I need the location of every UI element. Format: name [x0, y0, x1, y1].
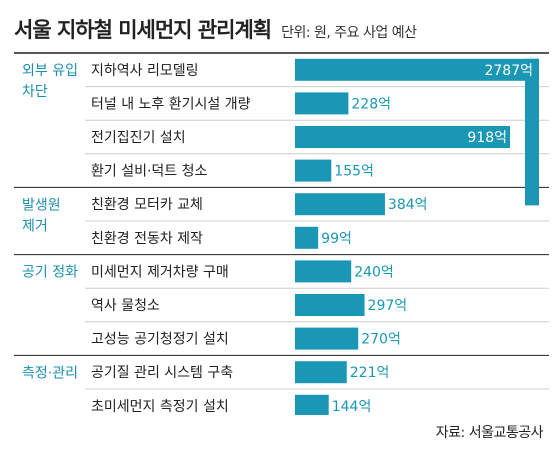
category-label: 공기질 관리 시스템 구축 [91, 365, 233, 381]
value-label: 221억 [350, 365, 390, 381]
category-label: 초미세먼지 측정기 설치 [91, 399, 229, 415]
category-label: 친환경 모터카 교체 [91, 197, 203, 213]
value-label: 384억 [388, 197, 428, 213]
bar [295, 361, 347, 384]
title-row: 서울 지하철 미세먼지 관리계획 단위: 원, 주요 사업 예산 [14, 14, 549, 50]
bar [295, 394, 329, 415]
value-label: 297억 [368, 298, 408, 314]
group-label: 외부 유입 [22, 63, 78, 79]
category-label: 친환경 전동차 제작 [91, 231, 203, 247]
category-label: 역사 물청소 [91, 298, 160, 314]
source-note: 자료: 서울교통공사 [435, 425, 544, 441]
value-label: 155억 [334, 164, 374, 180]
category-label: 환기 설비·덕트 청소 [91, 164, 208, 180]
bar [295, 193, 385, 216]
category-label: 고성능 공기청정기 설치 [91, 332, 229, 348]
group-label: 공기 정화 [22, 265, 78, 281]
group-label: 측정·관리 [22, 365, 78, 381]
category-label: 미세먼지 제거차량 구매 [91, 264, 229, 280]
value-label: 270억 [361, 332, 401, 348]
group-label: 제거 [22, 218, 48, 234]
value-label: 2787억 [484, 63, 533, 79]
value-label: 144억 [332, 399, 372, 415]
group-label: 발생원 [22, 197, 61, 213]
bar [295, 294, 365, 316]
bar [295, 126, 510, 148]
category-label: 지하역사 리모델링 [91, 63, 199, 79]
bar [295, 159, 332, 182]
group-label: 차단 [22, 84, 48, 100]
value-label: 240억 [354, 264, 394, 280]
value-label: 99억 [321, 231, 352, 247]
category-label: 전기집진기 설치 [91, 130, 186, 146]
bar [295, 260, 352, 283]
unit-note: 단위: 원, 주요 사업 예산 [281, 25, 417, 41]
chart-title: 서울 지하철 미세먼지 관리계획 [14, 18, 272, 42]
bar [295, 327, 359, 350]
value-label: 228억 [351, 96, 391, 112]
category-label: 터널 내 노후 환기시설 개량 [91, 96, 251, 112]
bar [295, 58, 539, 81]
bar [295, 226, 319, 249]
value-label: 918억 [467, 130, 507, 146]
bar [295, 92, 349, 115]
bar-extension [525, 58, 539, 206]
